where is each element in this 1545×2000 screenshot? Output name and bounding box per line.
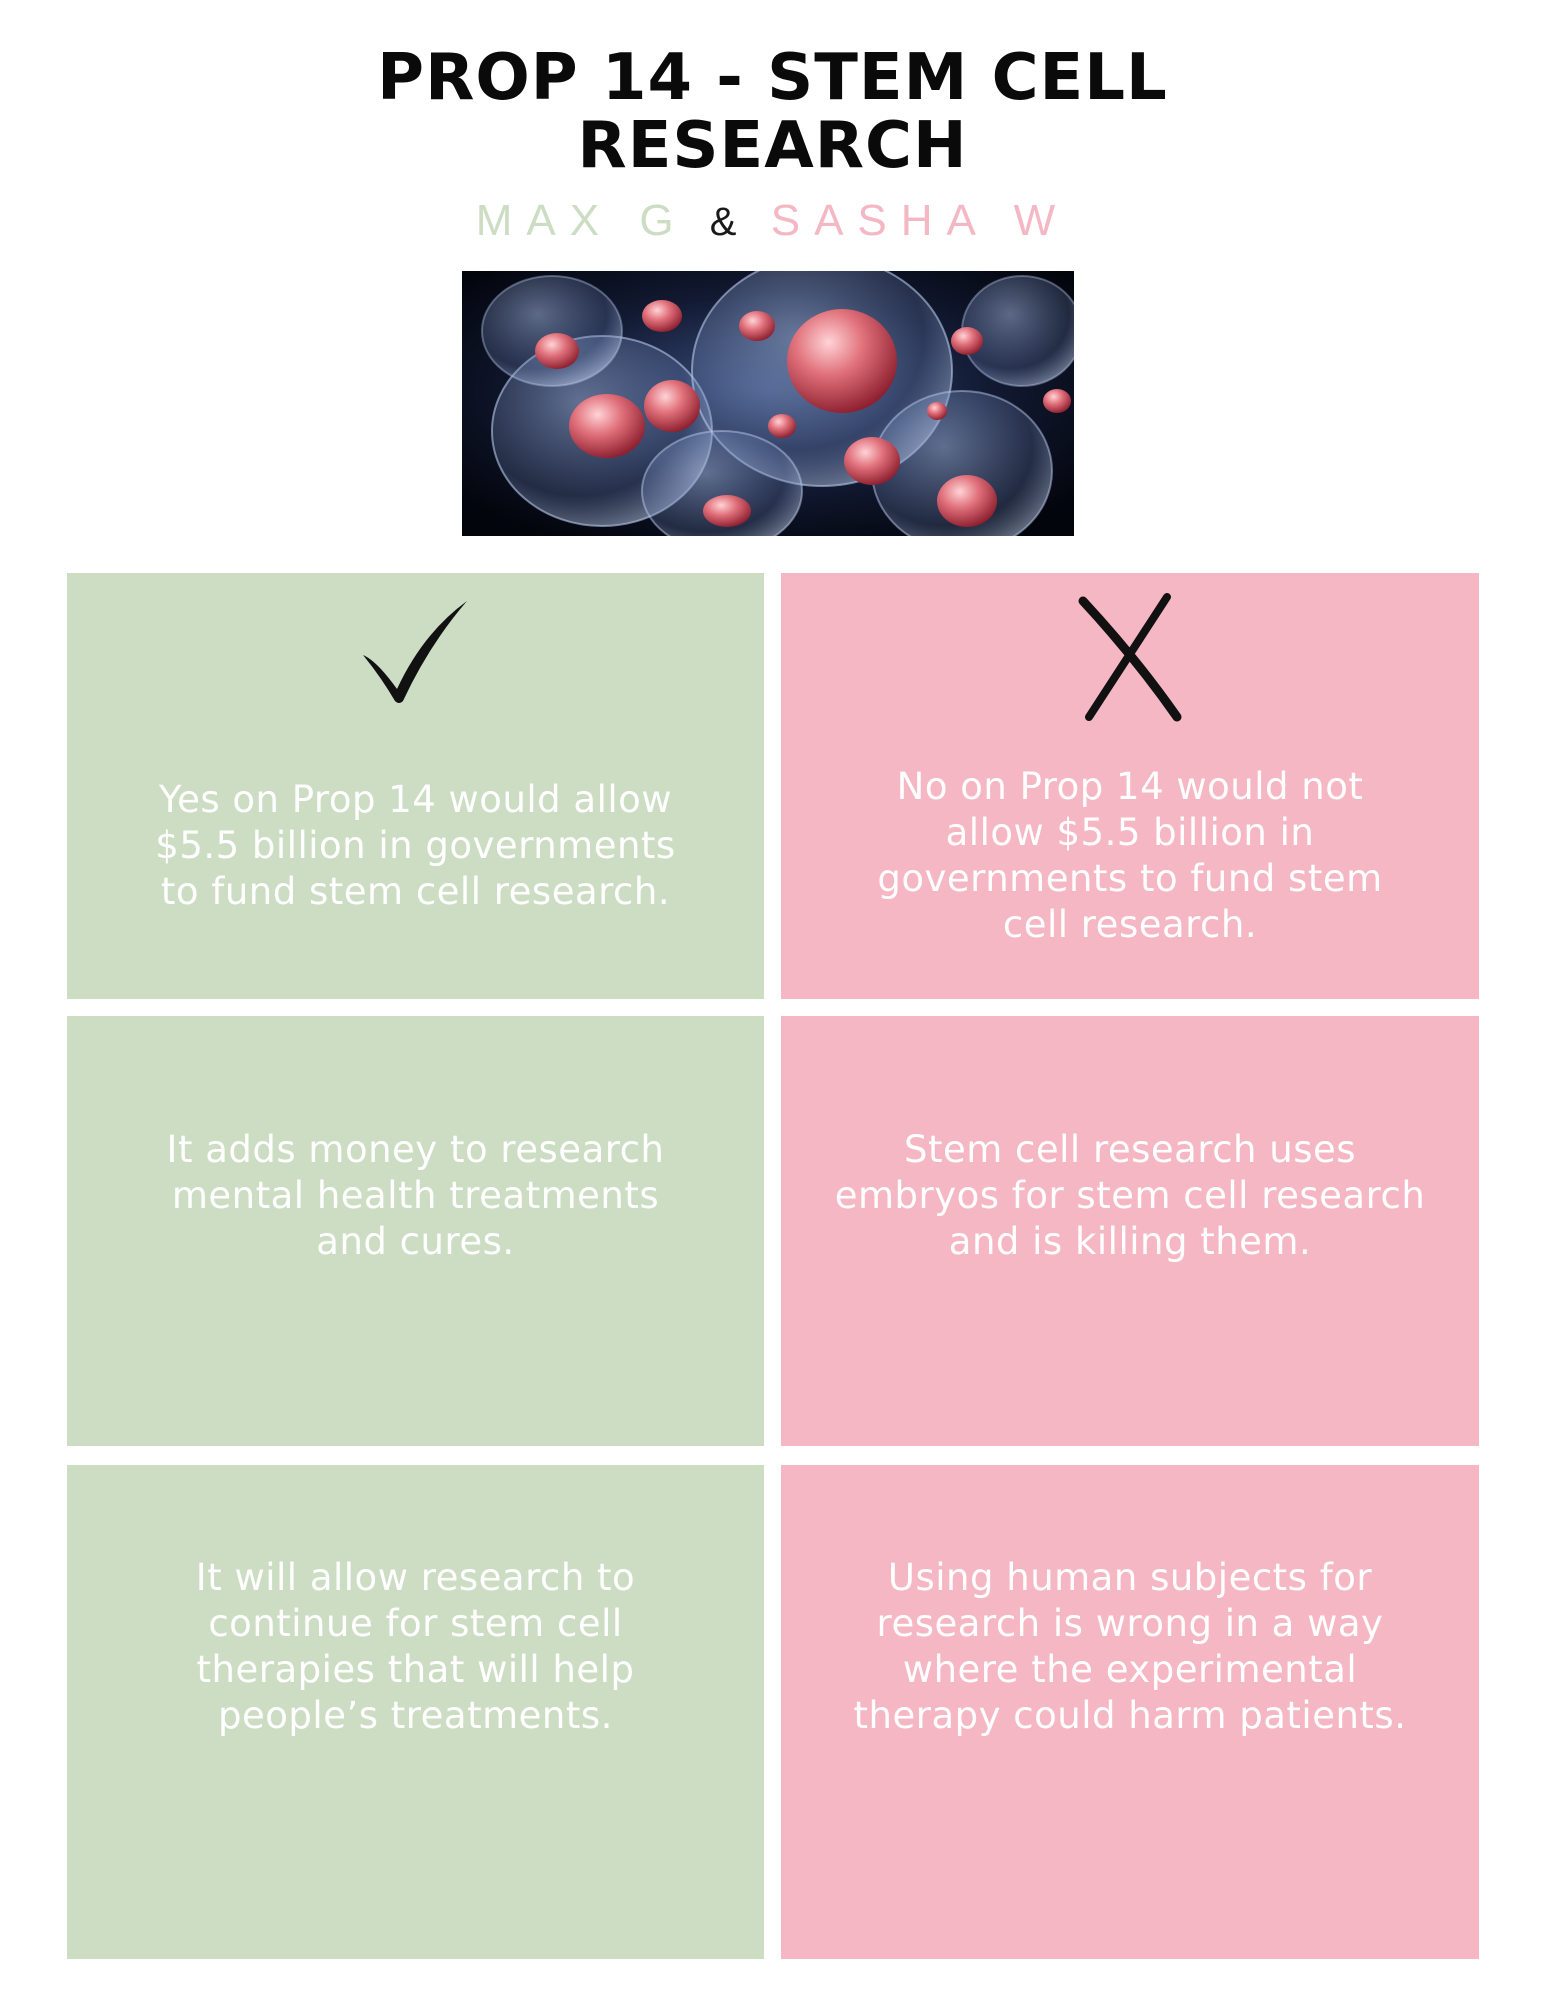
- yes-card-2: It adds money to research mental health …: [67, 1016, 764, 1446]
- author-max: MAX G: [475, 196, 688, 245]
- no-card-3: Using human subjects for research is wro…: [781, 1465, 1479, 1959]
- page-title-line-2: RESEARCH: [577, 109, 968, 183]
- stem-cell-illustration: [462, 271, 1074, 536]
- author-ampersand: &: [709, 200, 737, 244]
- no-card-1: No on Prop 14 would not allow $5.5 billi…: [781, 573, 1479, 999]
- page-title-line-1: PROP 14 - STEM CELL: [377, 41, 1168, 115]
- x-mark-icon: [1078, 593, 1182, 722]
- yes-point-1: Yes on Prop 14 would allow $5.5 billion …: [155, 778, 676, 913]
- no-point-2: Stem cell research uses embryos for stem…: [834, 1128, 1426, 1263]
- yes-card-3: It will allow research to continue for s…: [67, 1465, 764, 1959]
- no-point-1: No on Prop 14 would not allow $5.5 billi…: [877, 765, 1383, 946]
- checkmark-icon: [362, 601, 467, 703]
- yes-card-1: Yes on Prop 14 would allow $5.5 billion …: [67, 573, 764, 999]
- no-card-2: Stem cell research uses embryos for stem…: [781, 1016, 1479, 1446]
- authors-line: MAX G & SASHA W: [0, 196, 1545, 247]
- author-sasha: SASHA W: [770, 196, 1070, 245]
- yes-point-3: It will allow research to continue for s…: [195, 1556, 636, 1737]
- stem-cell-image: [462, 271, 1074, 536]
- yes-point-2: It adds money to research mental health …: [166, 1128, 665, 1263]
- no-point-3: Using human subjects for research is wro…: [853, 1556, 1407, 1737]
